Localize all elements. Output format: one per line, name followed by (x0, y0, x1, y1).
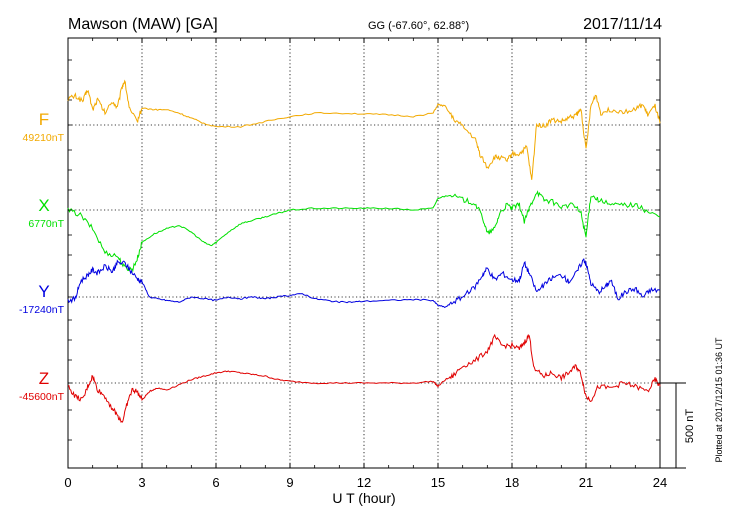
x-tick-label: 9 (286, 475, 293, 490)
x-tick-label: 15 (431, 475, 445, 490)
series-name-y: Y (38, 282, 49, 301)
x-tick-label: 21 (579, 475, 593, 490)
scale-bar: 500 nT (660, 382, 696, 469)
date-label: 2017/11/14 (583, 16, 662, 33)
grid (141, 38, 587, 468)
x-tick-label: 12 (357, 475, 371, 490)
baseline-label-y: -17240nT (19, 304, 65, 316)
series-line-z (67, 333, 661, 423)
x-tick-label: 6 (212, 475, 219, 490)
coords-label: GG (-67.60°, 62.88°) (368, 20, 469, 32)
x-tick-label: 24 (653, 475, 667, 490)
baseline-label-f: 49210nT (23, 132, 65, 144)
series-name-f: F (39, 110, 49, 129)
x-tick-label: 3 (138, 475, 145, 490)
x-tick-label: 0 (64, 475, 71, 490)
series-name-x: X (38, 196, 49, 215)
plotted-timestamp: Plotted at 2017/12/15 01:36 UT (714, 337, 724, 463)
x-axis-label: U T (hour) (332, 490, 395, 506)
series-name-z: Z (39, 369, 49, 388)
series-line-y (67, 258, 661, 308)
station-title: Mawson (MAW) [GA] (68, 16, 218, 33)
baseline-label-x: 6770nT (28, 218, 64, 230)
series-line-f (67, 79, 661, 180)
series-lines (67, 79, 661, 423)
plot-frame (67, 37, 661, 469)
x-tick-label: 18 (505, 475, 519, 490)
scale-bar-label: 500 nT (684, 409, 696, 444)
baseline-label-z: -45600nT (19, 391, 65, 403)
x-ticks: 0 3 6 9 12 15 18 21 24 (64, 38, 667, 490)
series-labels: F 49210nT X 6770nT Y -17240nT Z -45600nT (19, 110, 65, 403)
series-line-x (67, 190, 661, 273)
